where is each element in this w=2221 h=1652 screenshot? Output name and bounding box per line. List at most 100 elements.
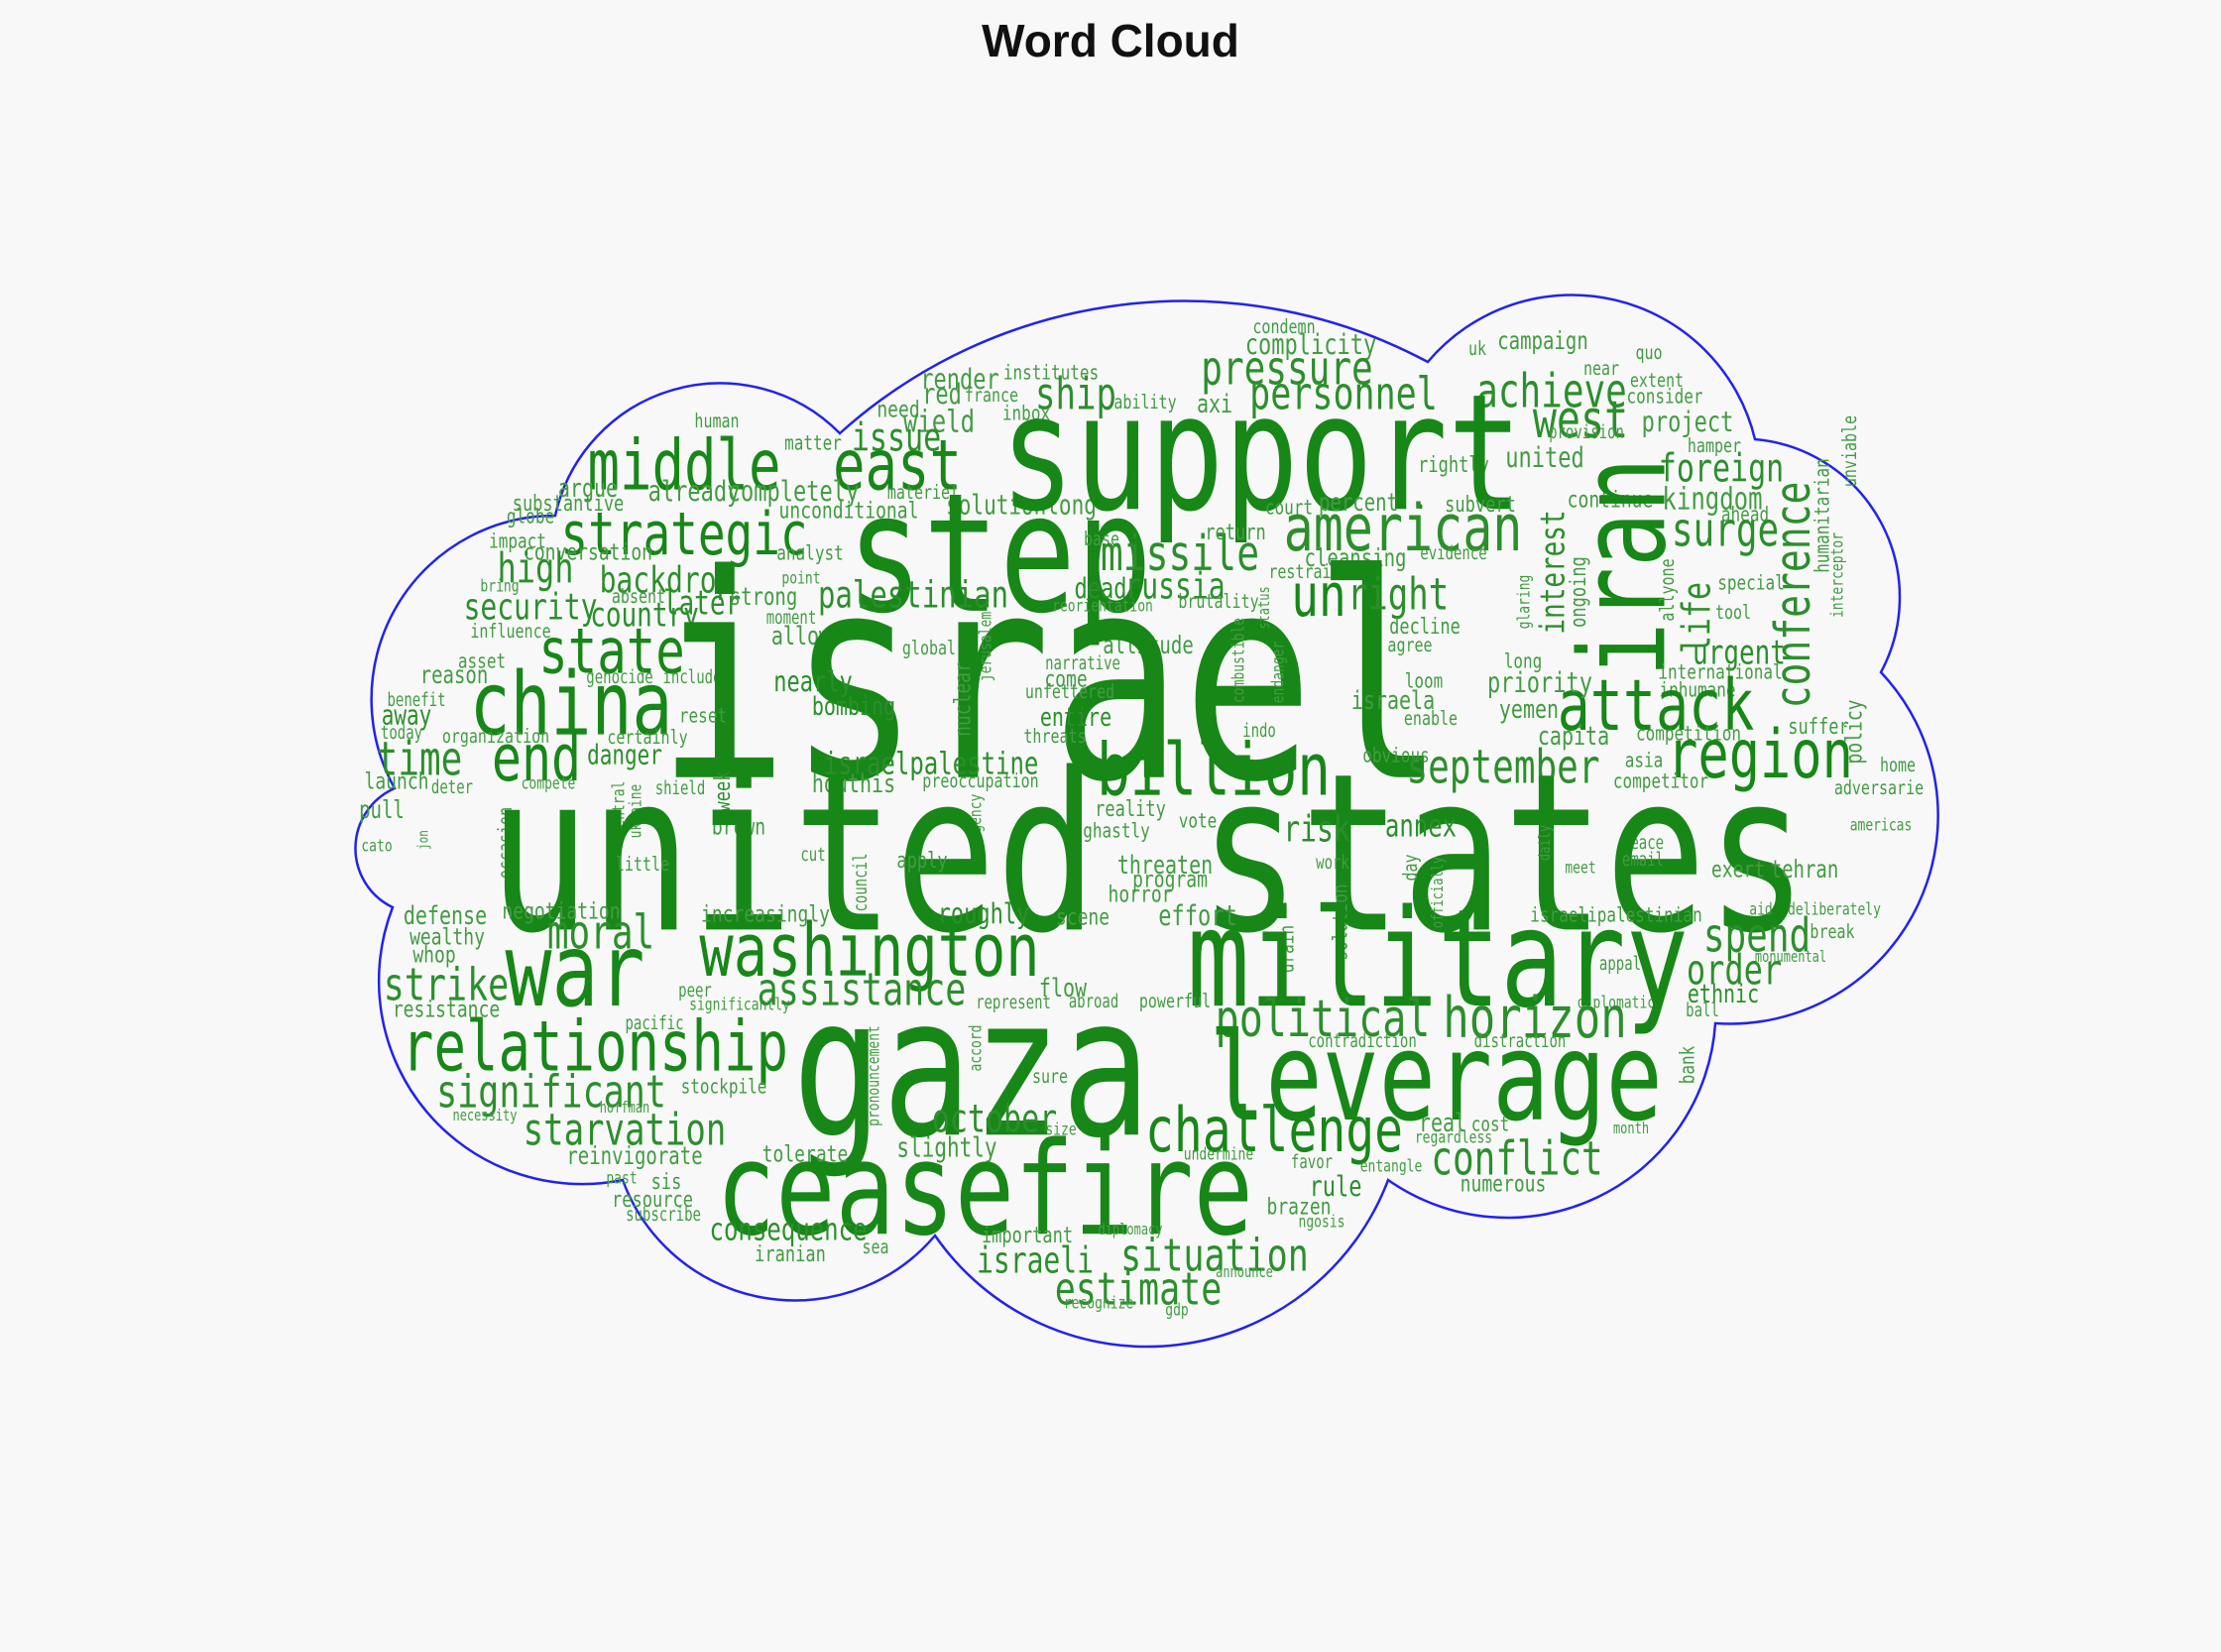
word-complicity: complicity	[1244, 329, 1377, 362]
word-threaten: threaten	[1116, 849, 1214, 881]
word-west: west	[1532, 391, 1629, 450]
word-ongoing: ongoing	[1566, 556, 1592, 628]
word-benefit: benefit	[387, 690, 446, 712]
word-political: political	[1215, 990, 1431, 1049]
word-houthis: houthis	[811, 767, 896, 799]
word-cost: cost	[1470, 1112, 1510, 1136]
word-include: include	[662, 667, 722, 689]
word-indo: indo	[1242, 721, 1276, 743]
word-bank: bank	[1675, 1045, 1699, 1085]
word-certainly: certainly	[607, 725, 688, 750]
word-leverage: leverage	[1209, 1006, 1663, 1149]
word-threats: threats	[1023, 724, 1087, 749]
word-region: region	[1667, 717, 1853, 794]
chart-title: Word Cloud	[982, 15, 1239, 66]
word-war: war	[505, 913, 645, 1030]
word-american: american	[1283, 491, 1523, 566]
word-security: security	[463, 585, 598, 629]
word-yemen: yemen	[1498, 693, 1560, 725]
word-spend: spend	[1702, 909, 1812, 963]
word-capita: capita	[1537, 720, 1610, 752]
word-subscribe: subscribe	[626, 1205, 701, 1227]
word-daily: daily	[1535, 824, 1555, 862]
word-tool: tool	[1714, 600, 1752, 625]
word-end: end	[491, 721, 582, 796]
word-israela: israela	[1350, 684, 1436, 716]
word-little: little	[615, 852, 670, 877]
word-foreign: foreign	[1658, 446, 1785, 493]
word--: ·	[1414, 492, 1428, 525]
word-regardless: regardless	[1414, 1128, 1493, 1148]
word-cut: cut	[800, 845, 826, 867]
word-organization: organization	[441, 724, 550, 749]
word-military: military	[1187, 881, 1689, 1038]
word-risk: risk	[1283, 807, 1350, 851]
word-united: united	[1505, 442, 1584, 475]
word-numerous: numerous	[1460, 1170, 1547, 1198]
word-increasingly: increasingly	[700, 900, 831, 928]
word-near: near	[1582, 356, 1620, 381]
word-distraction: distraction	[1473, 1031, 1567, 1053]
word-peer: peer	[678, 981, 712, 1003]
word-render: render	[920, 364, 999, 397]
word-announce: announce	[1216, 1262, 1273, 1282]
word-annex: annex	[1384, 807, 1458, 845]
word-materiel: materiel	[886, 480, 960, 505]
word-ethnic: ethnic	[1687, 978, 1760, 1009]
word-horror: horror	[1108, 881, 1173, 908]
word-middle: middle	[587, 424, 781, 507]
word-compete: compete	[521, 774, 576, 794]
word--: ·	[672, 742, 692, 788]
word-genocide: genocide	[586, 667, 653, 689]
word-personnel: personnel	[1249, 369, 1438, 421]
word-ghastly: ghastly	[1083, 818, 1150, 843]
word-diplomatic: diplomatic	[1577, 994, 1656, 1013]
word-favor: favor	[1290, 1152, 1334, 1174]
word-endanger: endanger	[1269, 641, 1289, 704]
cloud-outline	[354, 294, 1939, 1349]
word-away: away	[381, 699, 432, 731]
word-issue: issue	[851, 415, 942, 462]
word-red: red	[922, 379, 962, 412]
word-effort: effort	[1158, 900, 1237, 933]
word-unconditional: unconditional	[778, 497, 919, 525]
word-monumental: monumental	[1754, 947, 1827, 967]
word-powerful: powerful	[1138, 989, 1212, 1013]
word-continue: continue	[1567, 486, 1654, 514]
word-exert: exert	[1710, 856, 1766, 884]
word-tolerate: tolerate	[761, 1140, 849, 1168]
word-starvation: starvation	[523, 1105, 727, 1156]
word-moment: moment	[765, 608, 817, 630]
word-court: court	[1264, 495, 1314, 520]
word-flow: flow	[1038, 972, 1088, 1003]
word-undermine: undermine	[1183, 1145, 1254, 1165]
word-reason: reason	[419, 661, 489, 690]
word-impact: impact	[489, 529, 546, 553]
word-agree: agree	[1387, 633, 1433, 657]
word-pressure: pressure	[1201, 342, 1373, 396]
word-argue: argue	[557, 472, 619, 504]
word-uk: uk	[1467, 336, 1487, 361]
word-conversation: conversation	[523, 538, 653, 566]
word-wealthy: wealthy	[409, 923, 485, 951]
word-china: china	[469, 654, 673, 757]
word-home: home	[1879, 753, 1917, 777]
word-asia: asia	[1624, 748, 1664, 772]
word-aid: aid	[1749, 900, 1773, 920]
word-unfettered: unfettered	[1024, 679, 1115, 704]
word-come: come	[1044, 665, 1088, 693]
word-need: need	[877, 396, 920, 423]
word-long: long	[1503, 649, 1543, 673]
word-order: order	[1686, 945, 1783, 995]
word-special: special	[1717, 570, 1785, 595]
word-influence: influence	[470, 619, 551, 644]
word-brazen: brazen	[1266, 1193, 1332, 1221]
word-axi: axi	[1196, 388, 1233, 419]
word-cato: cato	[361, 837, 393, 857]
word-priority: priority	[1487, 667, 1592, 700]
word-bombing: bombing	[811, 690, 896, 722]
word-achieve: achieve	[1476, 365, 1627, 418]
word-diplomacy: diplomacy	[1098, 1220, 1163, 1239]
word-consider: consider	[1626, 384, 1703, 409]
